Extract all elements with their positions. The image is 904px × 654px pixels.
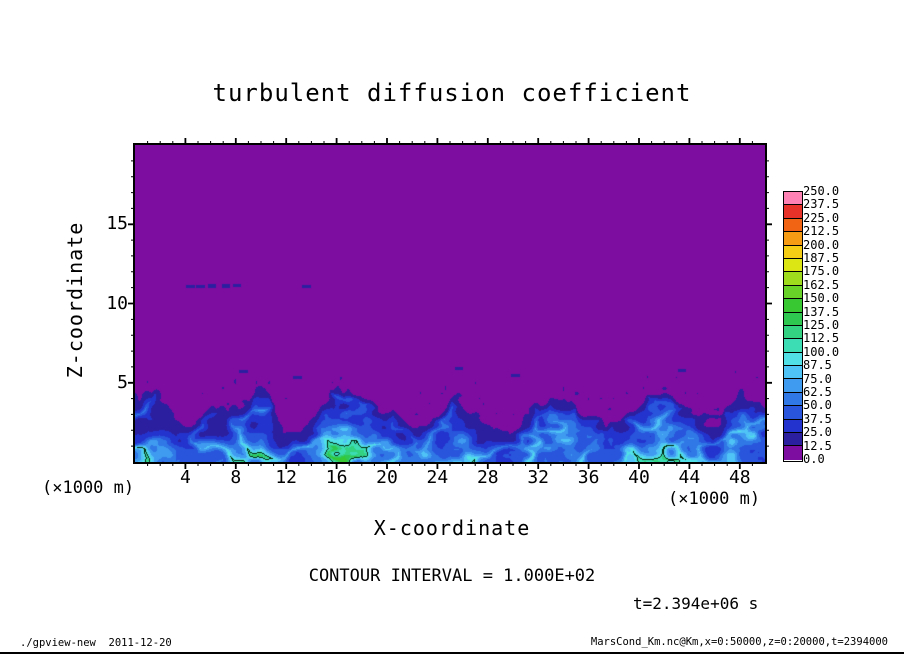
x-axis-label: X-coordinate (373, 516, 531, 540)
y-axis-unit: (×1000 m) (42, 478, 135, 498)
colorbar (783, 191, 803, 462)
x-tick-label: 32 (527, 467, 550, 488)
colorbar-tick-label: 25.0 (803, 425, 832, 440)
x-tick-label: 12 (275, 467, 298, 488)
x-axis-unit: (×1000 m) (668, 489, 761, 509)
bottom-border (0, 652, 904, 654)
colorbar-tick-label: 75.0 (803, 371, 832, 386)
colorbar-cell (784, 339, 802, 353)
colorbar-tick-label: 237.5 (803, 197, 840, 212)
colorbar-tick-label: 112.5 (803, 331, 840, 346)
colorbar-cell (784, 419, 802, 434)
heatmap-canvas (135, 145, 765, 462)
y-axis-label: Z-coordinate (63, 221, 87, 379)
x-tick-label: 44 (678, 467, 701, 488)
colorbar-cell (784, 272, 802, 286)
x-tick-label: 4 (179, 467, 191, 488)
y-tick-label: 5 (117, 371, 128, 393)
colorbar-tick-label: 250.0 (803, 184, 840, 198)
x-tick-label: 16 (325, 467, 348, 488)
time-label: t=2.394e+06 s (633, 594, 759, 613)
colorbar-cell (784, 366, 802, 380)
x-tick-label: 20 (376, 467, 398, 488)
colorbar-cell (784, 232, 802, 246)
colorbar-tick-label: 137.5 (803, 304, 840, 319)
colorbar-tick-label: 187.5 (803, 251, 840, 265)
colorbar-cell (784, 433, 802, 447)
x-tick-label: 24 (426, 467, 449, 488)
x-tick-label: 48 (728, 467, 751, 488)
footer-file-text: MarsCond_Km.nc@Km,x=0:50000,z=0:20000,t=… (590, 636, 888, 648)
colorbar-cell (784, 446, 802, 460)
colorbar-tick-label: 162.5 (803, 277, 840, 292)
colorbar-tick-label: 125.0 (803, 318, 840, 332)
x-tick-label: 36 (577, 467, 600, 488)
plot-title: turbulent diffusion coefficient (212, 79, 692, 107)
footer-command-text: ./gpview-new 2011-12-20 (20, 637, 172, 649)
colorbar-cell (784, 258, 802, 273)
colorbar-cell (784, 285, 802, 300)
colorbar-tick-label: 150.0 (803, 291, 840, 306)
colorbar-cell (784, 299, 802, 313)
colorbar-tick-label: 12.5 (803, 438, 832, 453)
colorbar-tick-label: 175.0 (803, 264, 840, 279)
x-tick-label: 8 (230, 467, 242, 488)
colorbar-tick-label: 0.0 (803, 452, 825, 466)
colorbar-cell (784, 192, 802, 206)
colorbar-tick-label: 87.5 (803, 358, 832, 373)
colorbar-cell (784, 312, 802, 326)
colorbar-cell (784, 392, 802, 407)
colorbar-cell (784, 352, 802, 367)
colorbar-tick-label: 200.0 (803, 237, 840, 252)
y-tick-label: 10 (106, 292, 128, 314)
colorbar-cell (784, 325, 802, 340)
colorbar-cell (784, 379, 802, 393)
colorbar-tick-label: 100.0 (803, 344, 840, 359)
colorbar-tick-label: 212.5 (803, 224, 840, 239)
y-tick-label: 15 (106, 213, 128, 235)
colorbar-cell (784, 205, 802, 219)
colorbar-tick-label: 37.5 (803, 411, 832, 426)
colorbar-cell (784, 245, 802, 259)
contour-interval-text: CONTOUR INTERVAL = 1.000E+02 (308, 566, 596, 586)
x-tick-label: 40 (628, 467, 650, 488)
colorbar-tick-label: 225.0 (803, 210, 840, 225)
colorbar-cell (784, 406, 802, 420)
colorbar-cell (784, 218, 802, 233)
colorbar-tick-label: 50.0 (803, 398, 832, 413)
colorbar-tick-label: 62.5 (803, 385, 832, 399)
x-tick-label: 28 (476, 467, 499, 488)
